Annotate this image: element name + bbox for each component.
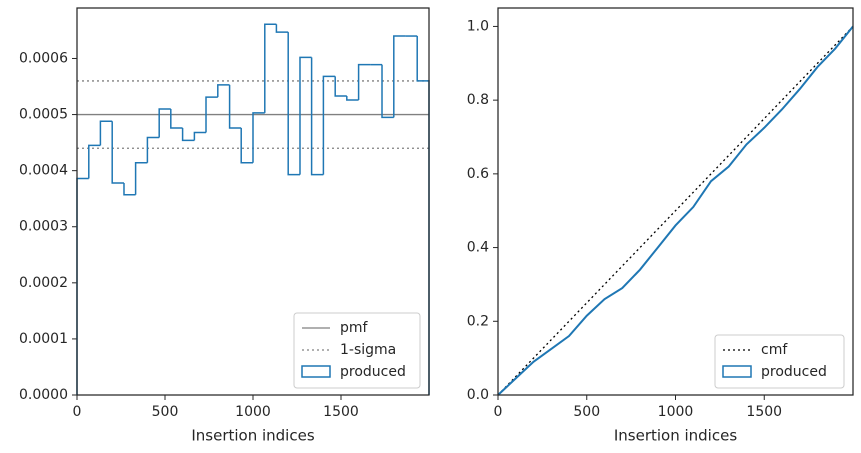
x-tick-label: 1500 <box>323 404 359 420</box>
legend-label: cmf <box>761 342 788 358</box>
histogram-step <box>181 128 195 142</box>
x-tick-label: 500 <box>152 404 179 420</box>
y-tick-label: 0.0 <box>467 387 489 403</box>
legend: cmf produced <box>714 334 845 389</box>
y-tick-label: 0.0005 <box>19 107 68 123</box>
axes-frame <box>76 7 430 396</box>
legend-box <box>293 312 421 389</box>
histogram-step <box>123 182 136 196</box>
y-tick-label: 0.0001 <box>19 331 68 347</box>
y-tick-label: 0.2 <box>467 313 489 329</box>
histogram-step <box>99 120 113 146</box>
histogram-step <box>393 35 406 118</box>
histogram-step <box>357 63 371 100</box>
legend-box <box>714 334 845 389</box>
histogram-step <box>322 75 336 175</box>
x-tick-label: 500 <box>573 404 600 420</box>
series-line <box>497 25 854 396</box>
subplot: 0.0000 0.0001 0.0002 0.0003 0.0004 0.0005 0.00… <box>19 7 430 445</box>
histogram-step <box>217 84 230 98</box>
y-tick-label: 0.0002 <box>19 275 68 291</box>
histogram-step <box>381 64 394 119</box>
y-tick-label: 0.8 <box>467 92 489 108</box>
histogram-step <box>346 96 359 101</box>
histogram-step <box>228 84 242 129</box>
histogram-step <box>158 108 171 138</box>
x-tick-label: 0 <box>494 404 503 420</box>
y-tick-label: 0.0003 <box>19 219 68 235</box>
x-tick-label: 1000 <box>658 404 694 420</box>
legend-label: pmf <box>340 320 369 336</box>
legend-label: 1-sigma <box>340 342 396 358</box>
y-tick-label: 0.0006 <box>19 50 68 66</box>
histogram-step <box>170 108 183 129</box>
x-axis-label: Insertion indices <box>614 427 737 445</box>
histogram-step <box>334 76 347 97</box>
histogram-step <box>76 177 89 395</box>
legend-swatch <box>301 365 331 378</box>
histogram-step <box>310 57 324 176</box>
histogram-step <box>134 162 148 195</box>
histogram-step <box>275 24 289 33</box>
histogram-step <box>240 128 253 164</box>
legend-label: produced <box>340 364 406 380</box>
x-axis-label: Insertion indices <box>191 427 314 445</box>
x-tick-label: 0 <box>73 404 82 420</box>
y-tick-label: 0.6 <box>467 166 489 182</box>
axes-frame <box>497 7 854 396</box>
y-tick-label: 0.0004 <box>19 163 68 179</box>
series-line <box>497 25 854 396</box>
histogram-step <box>88 144 101 179</box>
y-tick-label: 0.4 <box>467 240 489 256</box>
histogram-step <box>299 56 312 175</box>
y-tick-label: 0.0000 <box>19 387 68 403</box>
histogram-step <box>287 32 300 176</box>
histogram-step <box>111 121 124 184</box>
histogram-step <box>193 131 207 141</box>
legend-swatch <box>722 365 752 378</box>
legend-label: produced <box>761 364 827 380</box>
histogram-step <box>264 23 277 113</box>
legend: pmf 1-sigma produced <box>293 312 421 389</box>
histogram-step <box>146 136 160 163</box>
y-tick-label: 1.0 <box>467 18 489 34</box>
x-tick-label: 1500 <box>746 404 782 420</box>
x-tick-label: 1000 <box>235 404 271 420</box>
subplot: 0.0 0.2 0.4 0.6 0.8 1.0 0 500 1000 1500 Insertion … <box>467 7 854 445</box>
histogram-step <box>205 96 218 133</box>
histogram-step <box>252 112 265 163</box>
